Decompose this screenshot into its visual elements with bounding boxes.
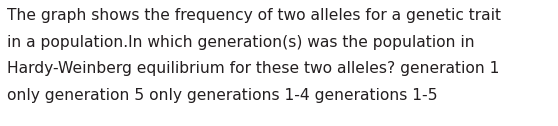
- Text: The graph shows the frequency of two alleles for a genetic trait: The graph shows the frequency of two all…: [7, 8, 501, 23]
- Text: in a population.In which generation(s) was the population in: in a population.In which generation(s) w…: [7, 35, 475, 50]
- Text: only generation 5 only generations 1-4 generations 1-5: only generation 5 only generations 1-4 g…: [7, 87, 437, 102]
- Text: Hardy-Weinberg equilibrium for these two alleles? generation 1: Hardy-Weinberg equilibrium for these two…: [7, 61, 499, 76]
